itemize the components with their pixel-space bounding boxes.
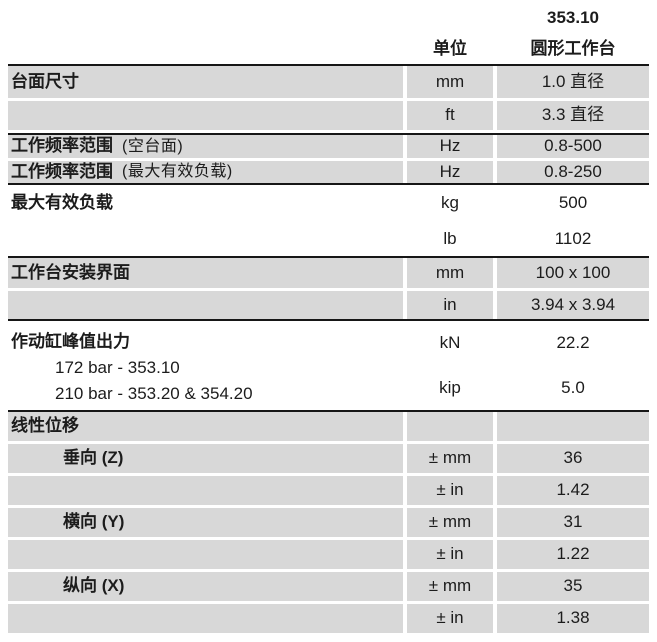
spec-row-vertical-z-in: ± in 1.42 [8, 476, 649, 505]
spec-label: 线性位移 [8, 412, 403, 441]
spec-unit: kg [441, 193, 459, 213]
spec-value: 31 [497, 508, 649, 537]
spec-label [8, 604, 403, 633]
section-divider [8, 64, 649, 66]
header-spacer [407, 0, 493, 28]
spec-unit: ± mm [407, 572, 493, 601]
section-divider [8, 183, 649, 185]
spec-label-note: (空台面) [122, 137, 184, 155]
unit-column-header: 单位 [433, 39, 467, 59]
spec-unit: mm [407, 258, 493, 288]
header-row-model: 353.10 [8, 0, 649, 28]
spec-value: 1.0 直径 [497, 66, 649, 98]
spec-value: 3.94 x 3.94 [497, 291, 649, 319]
spec-row-surface-size-mm: 台面尺寸 mm 1.0 直径 [8, 66, 649, 98]
spec-value: 1102 [554, 228, 592, 248]
spec-unit: ft [407, 101, 493, 130]
header-spacer [8, 28, 403, 64]
spec-value: 100 x 100 [497, 258, 649, 288]
spec-value: 22.2 [556, 333, 590, 353]
spec-unit: Hz [407, 135, 493, 158]
section-divider [8, 133, 649, 135]
spec-sublabel: 210 bar - 353.20 & 354.20 [55, 384, 253, 403]
model-number: 353.10 [547, 8, 599, 28]
spec-unit-group: kN kip [407, 321, 493, 410]
spec-row-surface-size-ft: ft 3.3 直径 [8, 101, 649, 130]
spec-value: 1.22 [497, 540, 649, 569]
spec-label-main: 工作频率范围 [11, 136, 113, 156]
spec-unit: Hz [407, 161, 493, 183]
spec-label [8, 101, 403, 130]
spec-label-group: 作动缸峰值出力 172 bar - 353.10 210 bar - 353.2… [8, 321, 403, 410]
spec-unit: mm [407, 66, 493, 98]
spec-row-lateral-y-in: ± in 1.22 [8, 540, 649, 569]
spec-label: 垂向 (Z) [8, 444, 403, 473]
spec-unit: ± mm [407, 508, 493, 537]
spec-row-frequency-bare: 工作频率范围 (空台面) Hz 0.8-500 [8, 135, 649, 158]
spec-row-longitudinal-x-in: ± in 1.38 [8, 604, 649, 633]
spec-row-mounting-mm: 工作台安装界面 mm 100 x 100 [8, 258, 649, 288]
section-divider [8, 256, 649, 258]
spec-unit: in [407, 291, 493, 319]
product-column-header: 圆形工作台 [530, 39, 616, 59]
spec-label-main: 工作频率范围 [11, 161, 113, 181]
spec-value: 0.8-500 [497, 135, 649, 158]
spec-row-payload-lb: lb 1102 [8, 222, 649, 256]
spec-row-longitudinal-x-mm: 纵向 (X) ± mm 35 [8, 572, 649, 601]
spec-value [497, 412, 649, 441]
spec-row-actuator-force: 作动缸峰值出力 172 bar - 353.10 210 bar - 353.2… [8, 321, 649, 410]
spec-unit: kN [439, 333, 461, 353]
spec-value: 1.42 [497, 476, 649, 505]
spec-value: 35 [497, 572, 649, 601]
spec-row-vertical-z-mm: 垂向 (Z) ± mm 36 [8, 444, 649, 473]
spec-label: 纵向 (X) [8, 572, 403, 601]
spec-unit: ± mm [407, 444, 493, 473]
spec-label [8, 540, 403, 569]
spec-label [8, 291, 403, 319]
spec-label: 最大有效负载 [11, 193, 113, 213]
section-divider [8, 319, 649, 321]
header-row-columns: 单位 圆形工作台 [8, 28, 649, 64]
spec-row-frequency-loaded: 工作频率范围 (最大有效负载) Hz 0.8-250 [8, 161, 649, 183]
spec-value-group: 22.2 5.0 [497, 321, 649, 410]
spec-row-linear-displacement-title: 线性位移 [8, 412, 649, 441]
spec-sublabel: 172 bar - 353.10 [55, 358, 180, 377]
spec-value: 0.8-250 [497, 161, 649, 183]
spec-value: 3.3 直径 [497, 101, 649, 130]
spec-label [8, 476, 403, 505]
spec-unit: ± in [407, 540, 493, 569]
section-divider [8, 410, 649, 412]
spec-value: 500 [558, 193, 588, 213]
spec-label: 作动缸峰值出力 [11, 332, 130, 351]
spec-unit: ± in [407, 476, 493, 505]
spec-unit: ± in [407, 604, 493, 633]
spec-label: 台面尺寸 [8, 66, 403, 98]
spec-sheet: 353.10 单位 圆形工作台 台面尺寸 mm 1.0 直径 ft 3.3 直径… [8, 0, 649, 633]
spec-value: 1.38 [497, 604, 649, 633]
spec-unit [407, 412, 493, 441]
spec-label: 工作台安装界面 [8, 258, 403, 288]
spec-value: 36 [497, 444, 649, 473]
spec-value: 5.0 [561, 377, 585, 397]
spec-row-mounting-in: in 3.94 x 3.94 [8, 291, 649, 319]
spec-label: 工作频率范围 (空台面) [8, 135, 403, 158]
spec-row-payload-kg: 最大有效负载 kg 500 [8, 185, 649, 222]
spec-label: 横向 (Y) [8, 508, 403, 537]
spec-unit: lb [443, 228, 457, 248]
header-spacer [8, 0, 403, 28]
spec-label-note: (最大有效负载) [122, 163, 233, 181]
spec-label: 工作频率范围 (最大有效负载) [8, 161, 403, 183]
spec-row-lateral-y-mm: 横向 (Y) ± mm 31 [8, 508, 649, 537]
spec-unit: kip [439, 377, 461, 397]
spec-label [8, 222, 403, 256]
